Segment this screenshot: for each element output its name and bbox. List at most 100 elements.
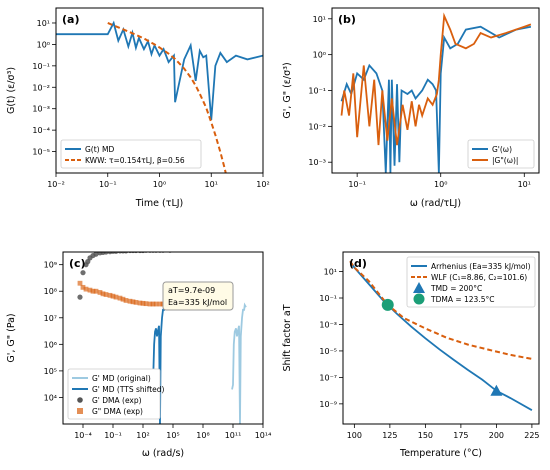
x-tick-label: 225 [524, 431, 539, 440]
data-point-square [150, 301, 156, 307]
data-point-circle [85, 259, 91, 265]
panel-c: 10⁻⁴ 10⁻¹ 10² 10⁵ 10⁸ 10¹¹ 10¹⁴ 10⁴ 10⁵ 10⁶ 10⁷ 10⁸… [6, 251, 272, 459]
panel-a: 10⁻² 10⁻¹ 10⁰ 10¹ 10² 10⁻⁵ 10⁻⁴ 10⁻³ 10⁻² 10⁻¹ 10⁰… [6, 7, 270, 209]
x-tick-label: 10⁰ [434, 180, 447, 189]
data-point-square [120, 296, 126, 302]
y-axis-label: G', G" (Pa) [6, 313, 17, 362]
data-point-circle [80, 270, 86, 276]
plot-area [349, 260, 533, 412]
legend-entry: Arrhenius (Ea=335 kJ/mol) [431, 262, 531, 271]
x-tick-label: 10¹ [518, 180, 531, 189]
y-tick-label: 10⁸ [44, 287, 57, 296]
y-tick-label: 10⁻¹ [308, 87, 326, 96]
x-tick-label: 10⁰ [153, 180, 166, 189]
annotation: aT=9.7e-09 Ea=335 kJ/mol [162, 281, 234, 311]
legend-entry: WLF (C₁=8.86, C₂=101.6) [431, 273, 527, 282]
x-tick-label: 10² [256, 180, 269, 189]
series-line-2 [340, 12, 532, 146]
x-tick-label: 10² [136, 431, 149, 440]
x-axis-label: ω (rad/τLJ) [410, 198, 461, 209]
data-point-square [100, 291, 106, 297]
y-tick-label: 10⁻² [32, 83, 50, 92]
panel-label: (a) [62, 13, 79, 26]
legend-entry: TDMA = 123.5°C [430, 295, 494, 304]
y-axis-label: G', G" (ε/σ³) [282, 62, 293, 118]
y-tick-label: 10⁻⁵ [32, 148, 50, 157]
data-point-square [87, 287, 93, 293]
y-tick-label: 10⁻³ [32, 105, 50, 114]
axes-frame [62, 251, 264, 425]
y-axis-label: Shift factor aT [282, 304, 293, 371]
data-point-square [133, 299, 139, 305]
y-tick-label: 10⁻³ [308, 158, 326, 167]
data-point-square [143, 301, 149, 307]
data-point-square [107, 292, 113, 298]
data-point-circle [103, 252, 109, 255]
x-tick-label: 100 [347, 431, 362, 440]
legend-frame [67, 368, 161, 420]
legend-entry: |G"(ω)| [492, 156, 518, 165]
data-point-square [157, 301, 163, 307]
x-tick-label: 10⁻¹ [99, 180, 117, 189]
y-tick-label: 10⁵ [44, 367, 57, 376]
legend-entry: G' MD (original) [92, 374, 151, 383]
data-point-square [77, 280, 83, 286]
x-tick-label: 10¹ [205, 180, 218, 189]
data-point-square [140, 300, 146, 306]
legend-entry: G' DMA (exp) [92, 396, 142, 405]
panel-label: (b) [338, 13, 356, 26]
y-tick-label: 10⁹ [44, 261, 57, 270]
legend-frame [406, 256, 536, 308]
x-axis-label: ω (rad/s) [142, 448, 184, 459]
data-point-square [113, 294, 119, 300]
x-tick-label: 10⁻⁴ [74, 431, 92, 440]
legend-entry: KWW: τ=0.154τLJ, β=0.56 [85, 156, 185, 165]
y-tick-label: 10⁻¹ [319, 294, 337, 303]
data-point-square [90, 288, 96, 294]
y-tick-label: 10⁷ [44, 314, 57, 323]
data-point-square [130, 299, 136, 305]
panel-d: 100 125 150 175 200 225 10⁻⁹ 10⁻⁷ 10⁻⁵ 10⁻³ 10⁻¹ 10… [282, 251, 540, 459]
data-point-square [147, 301, 153, 307]
y-tick-label: 10⁻³ [319, 320, 337, 329]
data-point-square [93, 288, 99, 294]
x-axis-label: Time (τLJ) [135, 198, 184, 209]
legend-entry: TMD = 200°C [430, 284, 482, 293]
x-tick-label: 10⁻¹ [348, 180, 366, 189]
y-tick-label: 10⁻⁴ [32, 126, 50, 135]
axes-frame [342, 251, 540, 425]
y-tick-label: 10⁻⁹ [319, 400, 337, 409]
x-tick-label: 200 [489, 431, 504, 440]
x-tick-label: 10⁵ [166, 431, 179, 440]
y-tick-label: 10⁻¹ [32, 62, 50, 71]
y-tick-label: 10¹ [313, 15, 326, 24]
y-tick-label: 10⁴ [44, 393, 57, 402]
x-tick-label: 10⁻¹ [104, 431, 122, 440]
legend: G' MD (original) G' MD (TTS shifted) G' DM… [67, 368, 165, 420]
legend-swatch [77, 397, 83, 403]
data-point-circle [77, 294, 83, 300]
x-tick-label: 10¹⁴ [255, 431, 272, 440]
legend-entry: G(t) MD [85, 145, 114, 154]
data-point-square [110, 293, 116, 299]
y-tick-label: 10⁶ [44, 340, 57, 349]
panel-label: (d) [349, 257, 367, 270]
y-tick-label: 10¹ [324, 268, 337, 277]
legend: G'(ω) |G"(ω)| [467, 139, 535, 169]
data-point-square [80, 284, 86, 290]
x-tick-label: 10¹¹ [225, 431, 242, 440]
data-point-square [83, 286, 89, 292]
annotation-line-1: aT=9.7e-09 [168, 286, 215, 295]
legend-entry: G'(ω) [492, 145, 512, 154]
y-axis-label: G(t) (ε/σ³) [6, 67, 17, 114]
y-tick-label: 10¹ [37, 19, 50, 28]
y-tick-label: 10⁰ [37, 40, 50, 49]
legend: Arrhenius (Ea=335 kJ/mol) WLF (C₁=8.86, C… [406, 256, 536, 308]
data-point-square [103, 292, 109, 297]
data-point-square [127, 298, 133, 304]
y-tick-label: 10⁰ [313, 51, 326, 60]
annotation-line-2: Ea=335 kJ/mol [168, 298, 227, 307]
legend-swatch [77, 408, 83, 414]
data-point-square [137, 300, 143, 306]
